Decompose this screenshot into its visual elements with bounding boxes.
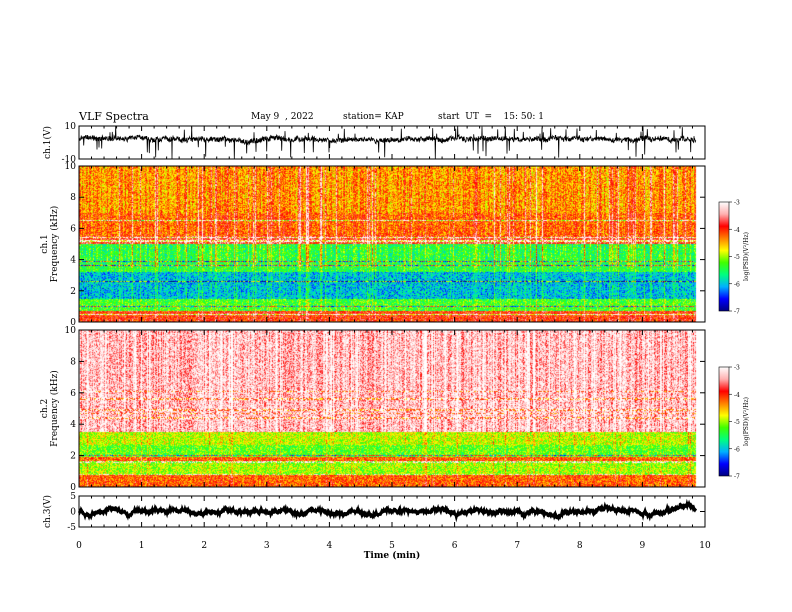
- x-tick-label: 5: [389, 541, 395, 551]
- spectrogram-layer: [79, 166, 705, 487]
- x-tick-label: 10: [699, 541, 711, 551]
- colorbar-label: log(PSD)(V²/Hz): [743, 232, 750, 281]
- colorbar-tick-label: -7: [734, 309, 740, 316]
- y-tick-label: 0: [70, 318, 76, 328]
- x-tick-label: 9: [640, 541, 646, 551]
- date-label: May 9 , 2022: [251, 112, 314, 122]
- station-label: station= KAP: [343, 112, 404, 122]
- x-tick-label: 4: [327, 541, 333, 551]
- waveform-trace-0: [78, 125, 697, 160]
- colorbar-tick-label: -3: [734, 365, 740, 372]
- y-axis-label: ch.1(V): [42, 126, 53, 159]
- colorbar-tick-label: -4: [734, 227, 740, 234]
- colorbar-label: log(PSD)(V²/Hz): [743, 397, 750, 446]
- y-tick-label: 0: [70, 508, 76, 518]
- colorbar-tick-label: -4: [734, 392, 740, 399]
- colorbar-tick-label: -5: [734, 419, 740, 426]
- x-tick-label: 6: [452, 541, 458, 551]
- colorbar-tick-label: -3: [734, 200, 740, 207]
- colorbar-tick-label: -6: [734, 281, 740, 288]
- y-tick-label: 10: [65, 162, 77, 172]
- x-tick-label: 2: [201, 541, 207, 551]
- y-tick-label: 5: [70, 492, 76, 502]
- x-tick-label: 0: [76, 541, 82, 551]
- y-axis-label: Frequency (kHz): [49, 206, 60, 283]
- y-tick-label: 6: [70, 389, 76, 399]
- y-tick-label: 2: [70, 287, 76, 297]
- spectrogram-image-2: [79, 330, 705, 487]
- y-tick-label: 6: [70, 224, 76, 234]
- y-tick-label: 4: [70, 256, 76, 266]
- x-axis-label: Time (min): [364, 550, 421, 561]
- y-tick-label: 4: [70, 420, 76, 430]
- y-axis-label: ch.2: [40, 399, 50, 418]
- figure-title: VLF Spectra: [79, 110, 149, 123]
- y-tick-label: -5: [67, 523, 76, 533]
- colorbar-2: [718, 366, 730, 477]
- start-time-label: start UT = 15: 50: 1: [438, 112, 544, 122]
- y-axis-label: ch.1: [40, 234, 50, 253]
- y-tick-label: 8: [70, 357, 76, 367]
- y-tick-label: -10: [62, 155, 77, 165]
- y-tick-label: 10: [65, 122, 77, 132]
- y-tick-label: 10: [65, 326, 77, 336]
- x-tick-label: 8: [577, 541, 583, 551]
- y-tick-label: 0: [70, 483, 76, 493]
- colorbar-tick-label: -7: [734, 474, 740, 481]
- waveform-trace-3: [77, 498, 698, 523]
- x-tick-label: 1: [139, 541, 145, 551]
- x-tick-label: 7: [514, 541, 520, 551]
- spectrogram-image-1: [79, 166, 705, 322]
- y-tick-label: 2: [70, 452, 76, 462]
- colorbars: -3 -4 -5 -6 -7 log(PSD)(V²/Hz) -3 -4 -5 -6 -7 log(P…: [718, 200, 750, 481]
- y-axis-label: Frequency (kHz): [49, 370, 60, 447]
- colorbar-tick-label: -6: [734, 446, 740, 453]
- tick-marks: [78, 125, 706, 528]
- waveform-layer: [77, 125, 698, 523]
- y-axis-label: ch.3(V): [42, 495, 53, 528]
- colorbar-1: [718, 201, 730, 312]
- x-tick-label: 3: [264, 541, 270, 551]
- y-tick-label: 8: [70, 193, 76, 203]
- colorbar-tick-label: -5: [734, 254, 740, 261]
